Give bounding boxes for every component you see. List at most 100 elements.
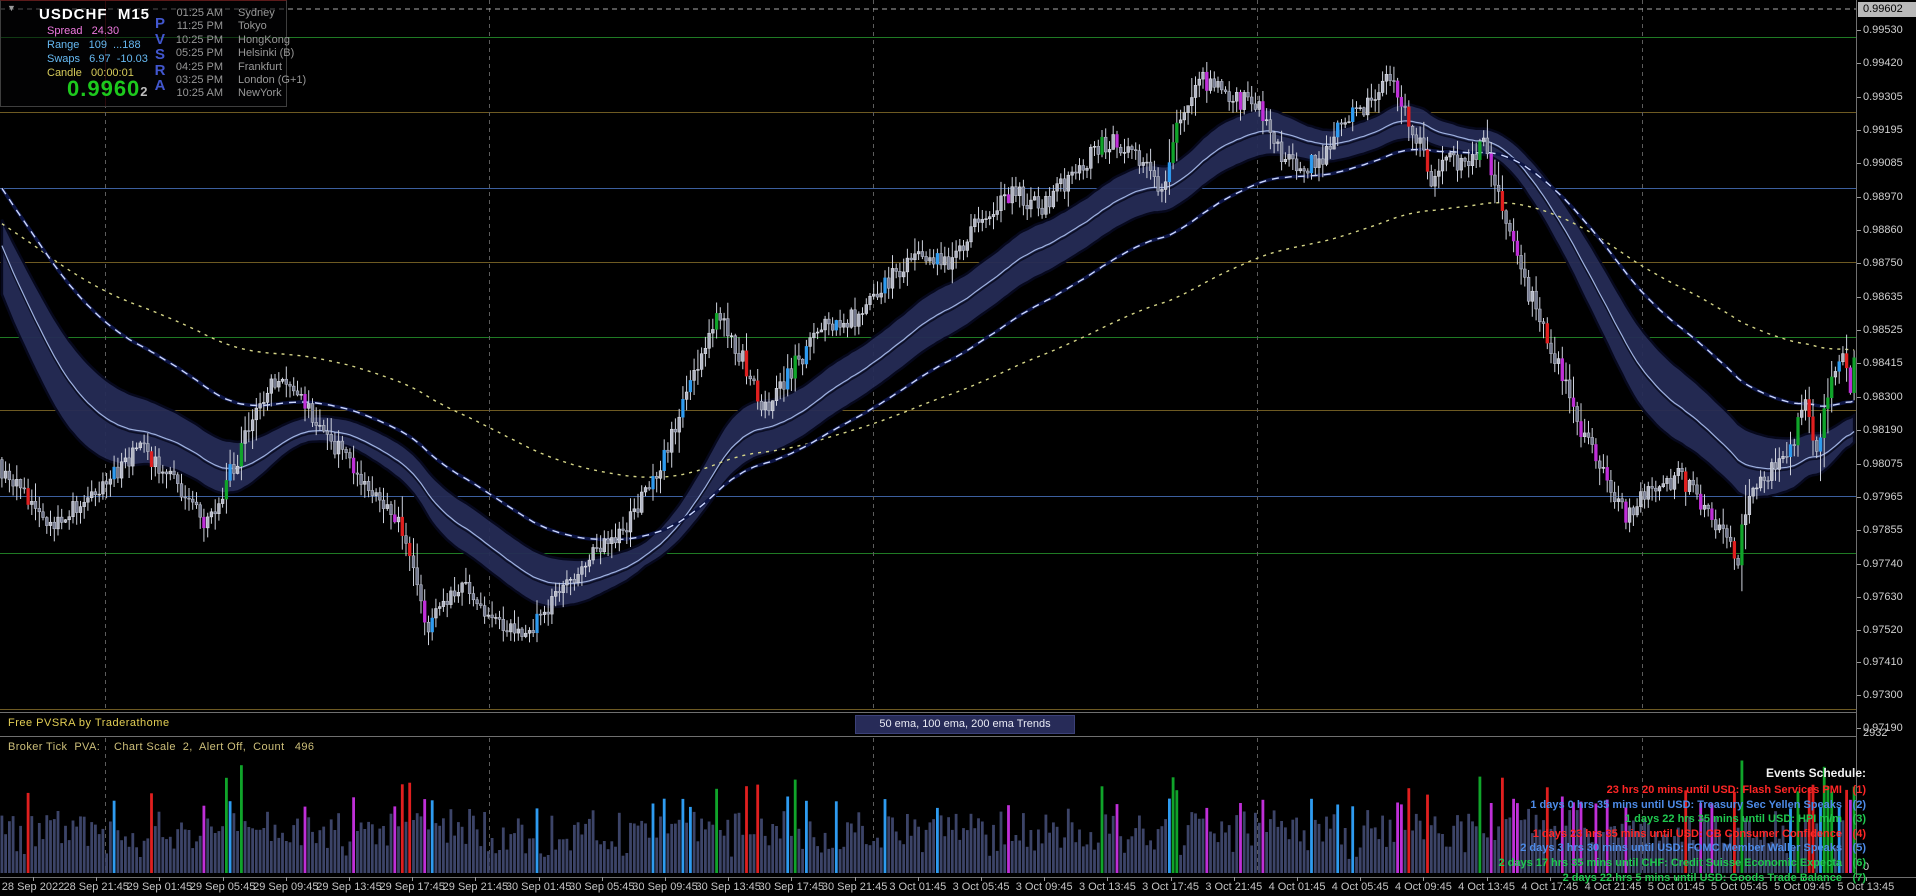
candle-body	[1624, 501, 1628, 523]
volume-bar	[1040, 843, 1044, 873]
candle-body	[598, 547, 603, 553]
candle-body	[875, 293, 880, 298]
volume-bar	[191, 848, 195, 873]
volume-bar	[640, 820, 644, 873]
candle-body	[48, 521, 53, 526]
volume-bar	[1691, 840, 1695, 873]
candle-body	[1684, 471, 1688, 492]
volume-bar	[1639, 823, 1643, 873]
volume-bar	[965, 830, 969, 873]
volume-bar	[389, 813, 393, 873]
volume-bar	[404, 821, 408, 873]
candle-body	[1848, 367, 1853, 393]
candle-body	[804, 346, 809, 365]
event-number: (6)	[1852, 856, 1866, 869]
volume-bar	[939, 815, 943, 873]
volume-pane[interactable]	[0, 738, 1856, 877]
time-axis[interactable]: 28 Sep 2022 28 Sep 21:45 29 Sep 01:45 29 Se…	[0, 877, 1916, 896]
candle-body	[527, 630, 532, 634]
volume-bar	[1632, 820, 1635, 873]
volume-bar	[879, 847, 883, 873]
candle-body	[269, 378, 273, 394]
volume-bar	[0, 815, 4, 873]
time-tick-mark	[412, 877, 414, 881]
collapse-triangle-icon[interactable]: ▼	[7, 3, 16, 13]
candle-body	[134, 447, 139, 450]
candle-body	[299, 394, 303, 396]
volume-bar	[1321, 841, 1325, 873]
candle-body	[658, 470, 663, 479]
volume-bar	[1628, 825, 1631, 873]
volume-bar	[1358, 847, 1362, 873]
candle-body	[1433, 175, 1437, 187]
candle-body	[1197, 78, 1201, 86]
volume-bar	[1669, 845, 1673, 873]
volume-bar	[1153, 849, 1156, 873]
candle-body	[771, 400, 775, 412]
volume-bar	[543, 856, 546, 873]
volume-bar	[700, 818, 703, 873]
candle-body	[423, 600, 427, 623]
candle-body	[905, 257, 910, 273]
session-name: London (G+1)	[238, 74, 307, 86]
volume-bar	[539, 853, 543, 873]
volume-bar	[198, 835, 202, 873]
pane-separator-strip[interactable]: Free PVSRA by Traderathome 50 ema, 100 e…	[0, 712, 1916, 737]
price-tick-label: 0.97410	[1863, 656, 1903, 669]
volume-bar	[243, 821, 247, 873]
volume-bar	[1048, 832, 1051, 873]
volume-bar	[1175, 790, 1179, 873]
time-tick-label: 30 Sep 05:45	[569, 881, 635, 893]
candle-body	[1560, 358, 1564, 382]
candle-body	[501, 619, 505, 631]
volume-bar	[105, 853, 108, 873]
candle-body	[254, 407, 258, 421]
volume-bar	[1276, 826, 1280, 873]
volume-bar	[1718, 833, 1721, 873]
volume-bar	[1205, 807, 1209, 873]
candle-body	[1122, 152, 1127, 154]
price-tick-mark	[1857, 596, 1861, 598]
candle-body	[183, 496, 187, 499]
price-chart-pane[interactable]	[0, 0, 1856, 738]
volume-bar	[314, 843, 318, 873]
candle-body	[1758, 476, 1763, 489]
candle-body	[819, 329, 824, 333]
volume-bar	[378, 828, 382, 873]
price-tick-mark	[1857, 262, 1861, 264]
volume-bar	[1826, 786, 1830, 873]
volume-bar	[1830, 791, 1834, 873]
candle-body	[213, 511, 217, 515]
volume-bar	[1553, 825, 1557, 873]
volume-bar	[1377, 839, 1381, 873]
ema-trends-button[interactable]: 50 ema, 100 ema, 200 ema Trends	[855, 715, 1075, 734]
event-text: 23 hrs 20 mins until USD: Flash Services…	[1606, 784, 1842, 796]
candle-body	[988, 216, 992, 220]
volume-bar	[1317, 823, 1321, 873]
volume-bar	[1257, 822, 1261, 873]
candle-body	[1568, 379, 1572, 399]
volume-bar	[909, 835, 913, 873]
volume-bar	[254, 829, 258, 873]
candle-body	[1541, 321, 1546, 324]
volume-bar	[1201, 818, 1205, 873]
volume-bar	[1096, 842, 1100, 873]
candle-body	[1478, 141, 1482, 160]
volume-bar	[674, 823, 677, 873]
candle-body	[1321, 158, 1325, 165]
volume-bar	[64, 825, 67, 873]
volume-bar	[1422, 839, 1426, 873]
volume-bar	[906, 814, 909, 873]
price-axis[interactable]: 0.99602 0.99530 0.99420 0.99305 0.99195 0.99…	[1856, 0, 1916, 877]
volume-bar	[763, 835, 767, 873]
volume-bar	[1572, 802, 1575, 873]
volume-bar	[1052, 822, 1055, 873]
time-tick-label: 29 Sep 13:45	[316, 881, 382, 893]
candle-body	[531, 630, 535, 634]
volume-bar	[296, 818, 299, 873]
volume-bar	[1145, 845, 1149, 873]
volume-bar	[535, 808, 539, 873]
candle-body	[1040, 207, 1044, 215]
volume-bar	[812, 837, 816, 873]
